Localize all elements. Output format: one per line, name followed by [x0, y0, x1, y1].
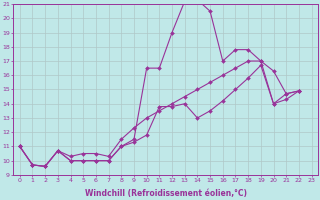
- X-axis label: Windchill (Refroidissement éolien,°C): Windchill (Refroidissement éolien,°C): [85, 189, 247, 198]
